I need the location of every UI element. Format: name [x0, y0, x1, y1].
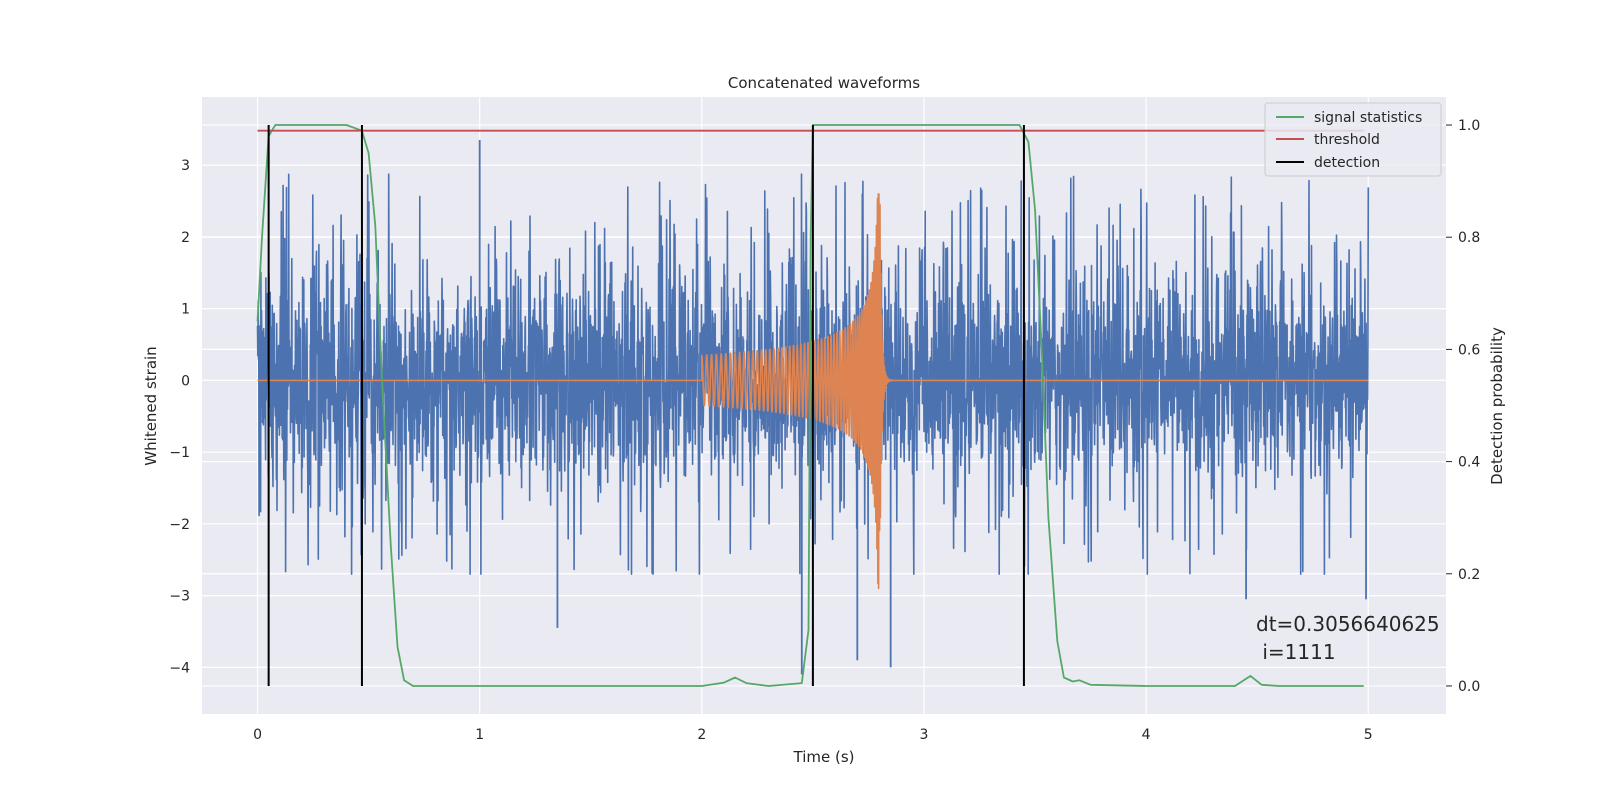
signal-statistics-line [256, 124, 1364, 687]
y-tick-label: −1 [169, 445, 190, 461]
y2-tick-label: 0.2 [1458, 567, 1480, 583]
y2-tick-label: 0.8 [1458, 230, 1480, 246]
y2-tick-label: 0.6 [1458, 342, 1480, 358]
y2-tick-label: 0.0 [1458, 679, 1480, 695]
y-tick-label: 2 [181, 230, 190, 246]
y2-tick-label: 0.4 [1458, 455, 1480, 471]
x-tick-label: 0 [253, 727, 262, 743]
y-tick-label: 0 [181, 373, 190, 389]
y-tick-label: 3 [181, 158, 190, 174]
chart-title: Concatenated waveforms [728, 74, 920, 92]
x-tick-label: 1 [475, 727, 484, 743]
axis-ticks: 0 1 2 3 4 5 3 2 1 0 −1 −2 −3 −4 1.0 0.8 0.6 0.4 0.2 0.0 [169, 118, 1480, 743]
x-tick-label: 5 [1364, 727, 1373, 743]
legend-label-signal-statistics: signal statistics [1314, 110, 1422, 126]
y-tick-label: 1 [181, 302, 190, 318]
legend: signal statistics threshold detection [1264, 102, 1442, 177]
x-axis-label: Time (s) [793, 748, 855, 766]
data-series [256, 124, 1370, 687]
x-tick-label: 4 [1142, 727, 1151, 743]
legend-label-threshold: threshold [1314, 132, 1380, 148]
legend-box [1264, 102, 1442, 177]
chirp-waveform [257, 193, 1369, 590]
y-axis-label: Whitened strain [142, 346, 160, 465]
annotation-index: i=1111 [1256, 640, 1336, 664]
y-tick-label: −2 [169, 517, 190, 533]
annotation-dt: dt=0.3056640625 [1256, 612, 1440, 636]
x-tick-label: 2 [697, 727, 706, 743]
legend-label-detection: detection [1314, 155, 1380, 171]
y-tick-label: −3 [169, 589, 190, 605]
right-y-axis-label: Detection probability [1488, 327, 1506, 485]
y-tick-label: −4 [169, 660, 190, 676]
y2-tick-label: 1.0 [1458, 118, 1480, 134]
x-tick-label: 3 [920, 727, 929, 743]
